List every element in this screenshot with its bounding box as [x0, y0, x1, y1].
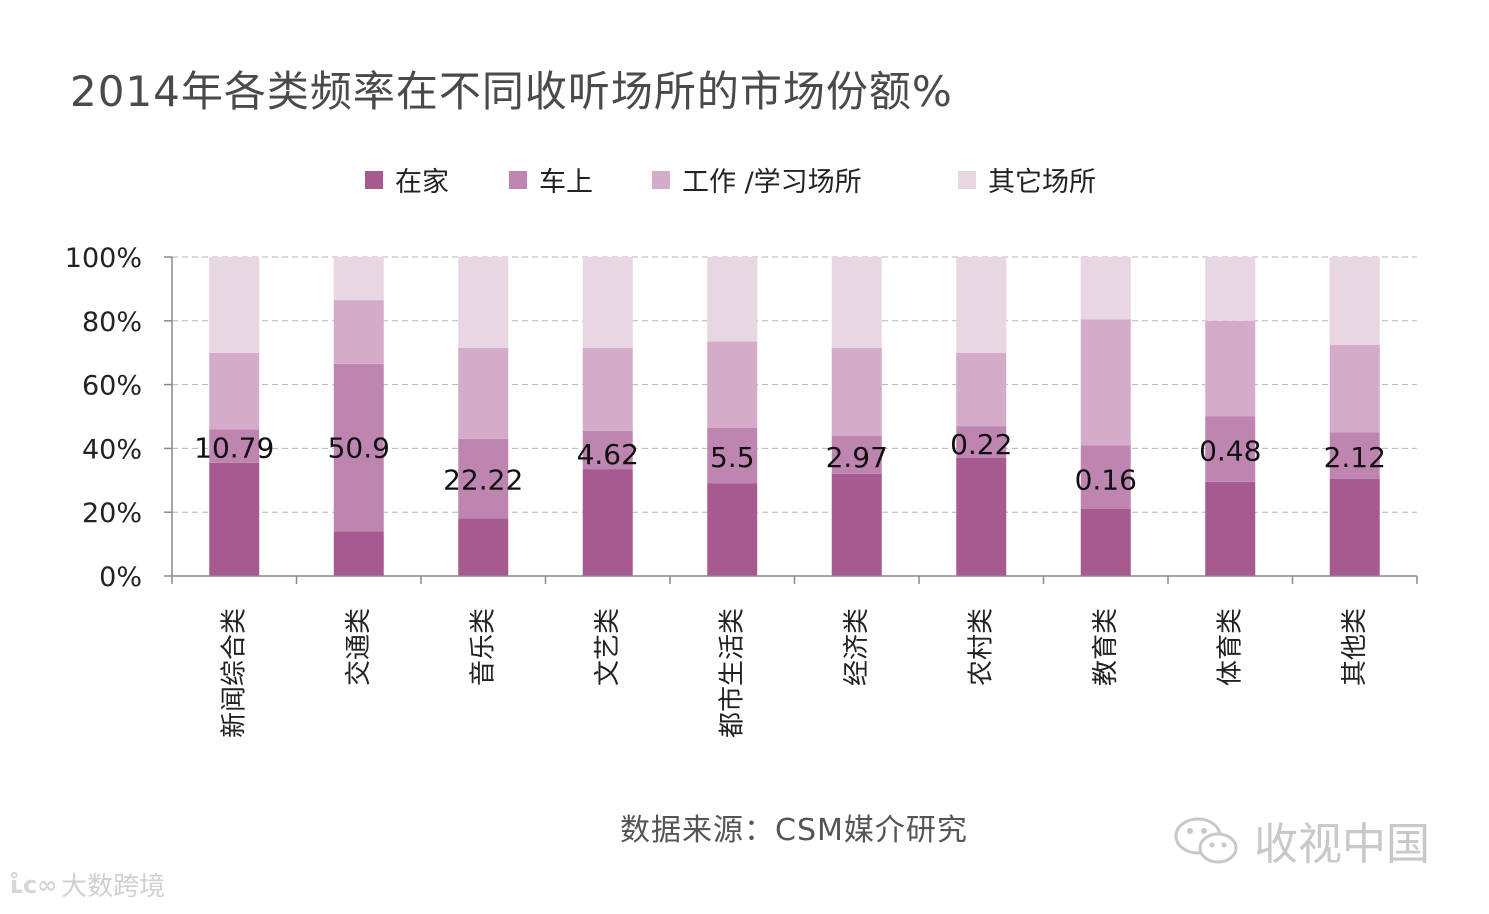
bar-segment — [831, 347, 882, 436]
bar-segment — [1080, 257, 1131, 320]
legend-item-car: 车上 — [509, 160, 593, 199]
bar-segment — [831, 435, 882, 474]
bar-segment — [1205, 481, 1256, 576]
bar-segment — [1329, 344, 1380, 433]
category-label: 经济类 — [842, 608, 872, 686]
bar-segment — [333, 531, 384, 576]
category-label: 新闻综合类 — [219, 608, 249, 738]
wechat-icon — [1174, 817, 1238, 864]
bar-segment — [707, 341, 758, 428]
bar-segment — [209, 429, 260, 463]
category-label: 其他类 — [1340, 608, 1370, 686]
data-label: 50.9 — [328, 431, 390, 464]
data-label: 22.22 — [443, 463, 523, 496]
bar-segment — [1205, 416, 1256, 482]
y-tick-label: 0% — [99, 562, 142, 593]
legend-swatch-work — [652, 170, 670, 189]
bar-segment — [458, 518, 509, 576]
bar-segment — [582, 469, 633, 576]
data-label: 4.62 — [577, 438, 639, 471]
bar-segment — [1080, 509, 1131, 576]
data-label: 0.48 — [1199, 435, 1261, 468]
bar-segment — [209, 462, 260, 576]
bar-segment — [1080, 445, 1131, 510]
category-label: 体育类 — [1215, 608, 1245, 686]
category-label: 教育类 — [1091, 608, 1121, 686]
y-tick-label: 60% — [82, 371, 142, 402]
y-tick-label: 40% — [82, 434, 142, 465]
legend-item-other: 其它场所 — [958, 160, 1096, 199]
watermark-left-text: 大数跨境 — [61, 872, 166, 902]
bar-segment — [1329, 257, 1380, 345]
category-label: 文艺类 — [593, 608, 623, 686]
bar-segment — [333, 257, 384, 301]
bar-segment — [333, 300, 384, 364]
bar-segment — [831, 257, 882, 348]
legend-label-other: 其它场所 — [988, 167, 1096, 198]
watermark-right: 收视中国 — [1170, 808, 1430, 872]
legend-swatch-home — [365, 170, 383, 189]
category-label: 交通类 — [344, 608, 374, 686]
chart-title: 2014年各类频率在不同收听场所的市场份额% — [70, 67, 953, 116]
bar-segment — [458, 347, 509, 439]
bar-segment — [956, 352, 1007, 427]
bar-segment — [956, 457, 1007, 576]
bar-segment — [956, 426, 1007, 458]
source-note: 数据来源：CSM媒介研究 — [620, 813, 968, 848]
legend-item-work: 工作 /学习场所 — [652, 160, 862, 199]
legend-label-home: 在家 — [395, 167, 449, 198]
y-tick-label: 100% — [65, 243, 142, 274]
watermark-right-text: 收视中国 — [1254, 819, 1430, 870]
bar-segment — [1329, 432, 1380, 479]
bar-segment — [1080, 319, 1131, 446]
legend-item-home: 在家 — [365, 160, 449, 199]
bar-segment — [209, 352, 260, 430]
bar-segment — [707, 257, 758, 342]
data-label: 2.12 — [1324, 441, 1386, 474]
bar-segment — [582, 257, 633, 348]
y-tick-label: 80% — [82, 307, 142, 338]
data-label: 0.16 — [1075, 463, 1137, 496]
legend-swatch-other — [958, 170, 976, 189]
bar-segment — [458, 438, 509, 519]
bar-segment — [209, 257, 260, 353]
legend-label-car: 车上 — [539, 167, 593, 198]
bar-segment — [458, 257, 509, 348]
category-label: 音乐类 — [468, 608, 498, 686]
legend-swatch-car — [509, 170, 527, 189]
bar-segment — [582, 347, 633, 431]
data-label: 10.79 — [194, 431, 274, 464]
legend-label-work: 工作 /学习场所 — [682, 167, 862, 198]
y-tick-label: 20% — [82, 498, 142, 529]
data-label: 2.97 — [826, 441, 888, 474]
data-label: 5.5 — [710, 441, 755, 474]
bar-segment — [1205, 257, 1256, 321]
bar-segment — [1205, 320, 1256, 417]
bar-segment — [1329, 478, 1380, 576]
watermark-left: ʟ̊ᴄ∞ 大数跨境 — [10, 866, 165, 903]
bar-segment — [582, 430, 633, 470]
category-label: 都市生活类 — [717, 608, 747, 738]
bar-segment — [707, 427, 758, 484]
bar-segment — [956, 257, 1007, 353]
bar-segment — [707, 483, 758, 576]
data-label: 0.22 — [950, 428, 1012, 461]
bar-segment — [333, 363, 384, 532]
category-label: 农村类 — [966, 608, 996, 686]
bar-segment — [831, 473, 882, 576]
watermark-left-logo: ʟ̊ᴄ∞ — [10, 870, 58, 899]
